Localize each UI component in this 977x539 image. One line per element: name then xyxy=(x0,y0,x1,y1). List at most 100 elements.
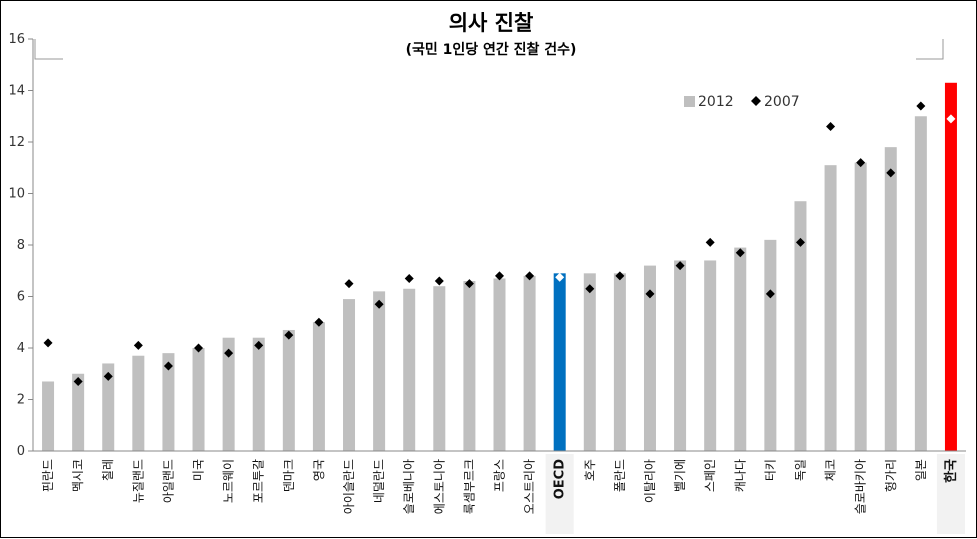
marker-point xyxy=(946,114,956,124)
marker-point xyxy=(284,330,294,340)
bar xyxy=(42,381,55,451)
x-tick-label: 슬로베니아 xyxy=(402,459,416,514)
y-tick-label: 0 xyxy=(17,444,25,459)
x-tick-label: 영국 xyxy=(312,459,326,481)
bar xyxy=(704,260,717,451)
legend-marker-2007 xyxy=(751,96,761,106)
marker-point xyxy=(194,343,204,353)
bar xyxy=(222,337,235,451)
x-tick-label: 폴란드 xyxy=(613,459,627,492)
marker-point xyxy=(795,237,805,247)
marker-point xyxy=(163,361,173,371)
x-tick-label: 터키 xyxy=(763,459,777,481)
chart-title: 의사 진찰 xyxy=(449,11,534,35)
x-tick-label: 스페인 xyxy=(703,459,717,492)
marker-point xyxy=(886,168,896,178)
y-tick-label: 10 xyxy=(8,187,25,202)
y-axis: 0 2 4 6 8 10 12 14 16 xyxy=(8,32,34,459)
x-tick-label: 노르웨이 xyxy=(222,459,236,503)
legend: 2012 2007 xyxy=(684,94,800,110)
bar xyxy=(343,299,356,451)
bar xyxy=(132,355,145,451)
x-tick-label: 이탈리아 xyxy=(643,459,657,503)
bar xyxy=(674,260,687,451)
x-tick-label: 오스트리아 xyxy=(523,459,537,514)
y-tick-label: 8 xyxy=(17,238,25,253)
x-tick-label: 멕시코 xyxy=(71,459,85,492)
x-label-highlight-bg xyxy=(936,454,965,534)
x-tick-label: 프랑스 xyxy=(493,459,507,492)
y-tick-label: 2 xyxy=(17,393,25,408)
x-tick-label: 핀란드 xyxy=(41,459,55,492)
y-tick-label: 6 xyxy=(17,290,25,305)
bar xyxy=(373,291,386,451)
x-tick-label: 네덜란드 xyxy=(372,459,386,503)
bar xyxy=(914,116,927,451)
x-tick-label: 미국 xyxy=(192,459,206,481)
bar xyxy=(884,147,897,451)
marker-point xyxy=(404,273,414,283)
bar xyxy=(643,265,656,451)
y-tick-label: 4 xyxy=(17,341,25,356)
bar xyxy=(102,363,115,451)
marker-point xyxy=(43,338,53,348)
marker-point xyxy=(254,340,264,350)
marker-point xyxy=(103,371,113,381)
bar xyxy=(583,273,596,451)
bar xyxy=(433,286,446,451)
marker-point xyxy=(73,376,83,386)
bar xyxy=(282,329,295,451)
bar xyxy=(523,275,536,451)
bar xyxy=(734,247,747,451)
marker-point xyxy=(705,237,715,247)
x-tick-label: 캐나다 xyxy=(733,459,747,492)
x-tick-label: 덴마크 xyxy=(282,459,296,492)
marker-point xyxy=(133,340,143,350)
x-tick-label: 룩셈부르크 xyxy=(462,459,476,514)
bar xyxy=(824,165,837,452)
bar xyxy=(463,281,476,451)
bar xyxy=(403,288,416,451)
bar xyxy=(312,322,325,451)
bar xyxy=(553,273,566,451)
bar xyxy=(764,239,777,451)
marker-point xyxy=(374,299,384,309)
legend-label-2007: 2007 xyxy=(764,94,800,110)
marker-point xyxy=(615,271,625,281)
x-tick-label: 헝가리 xyxy=(884,459,898,492)
marker-point xyxy=(555,272,565,282)
marker-point xyxy=(765,289,775,299)
bar xyxy=(162,353,175,451)
bar xyxy=(613,273,626,451)
x-label-highlight-bg xyxy=(545,454,574,534)
legend-label-2012: 2012 xyxy=(698,94,734,110)
y-tick-label: 14 xyxy=(8,84,25,99)
marker-point xyxy=(525,271,535,281)
legend-swatch-2012 xyxy=(684,96,695,107)
bar xyxy=(854,162,867,451)
chart-subtitle: (국민 1인당 연간 진찰 건수) xyxy=(406,41,577,58)
plot-corner-mark-right xyxy=(916,39,944,60)
x-tick-label: 슬로바키아 xyxy=(854,459,868,514)
marker-point xyxy=(675,261,685,271)
x-tick-label: 호주 xyxy=(583,459,597,481)
marker-point xyxy=(856,158,866,168)
marker-point xyxy=(464,279,474,289)
x-tick-label: 칠레 xyxy=(101,459,115,481)
x-tick-label: 포르투갈 xyxy=(252,459,266,503)
x-tick-label: 아이슬란드 xyxy=(342,459,356,514)
marker-point xyxy=(314,317,324,327)
bar-series-2012 xyxy=(42,82,957,452)
y-tick-label: 16 xyxy=(8,32,25,47)
x-tick-label: 에스토니아 xyxy=(432,459,446,514)
x-tick-label: 아일랜드 xyxy=(161,459,175,503)
bar xyxy=(493,278,506,451)
plot-corner-mark-left xyxy=(34,39,63,60)
marker-point xyxy=(585,284,595,294)
bar xyxy=(944,82,957,452)
x-tick-label: 벨기에 xyxy=(673,459,687,492)
x-tick-label: OECD xyxy=(553,459,568,499)
x-tick-label: 뉴질랜드 xyxy=(131,459,145,503)
